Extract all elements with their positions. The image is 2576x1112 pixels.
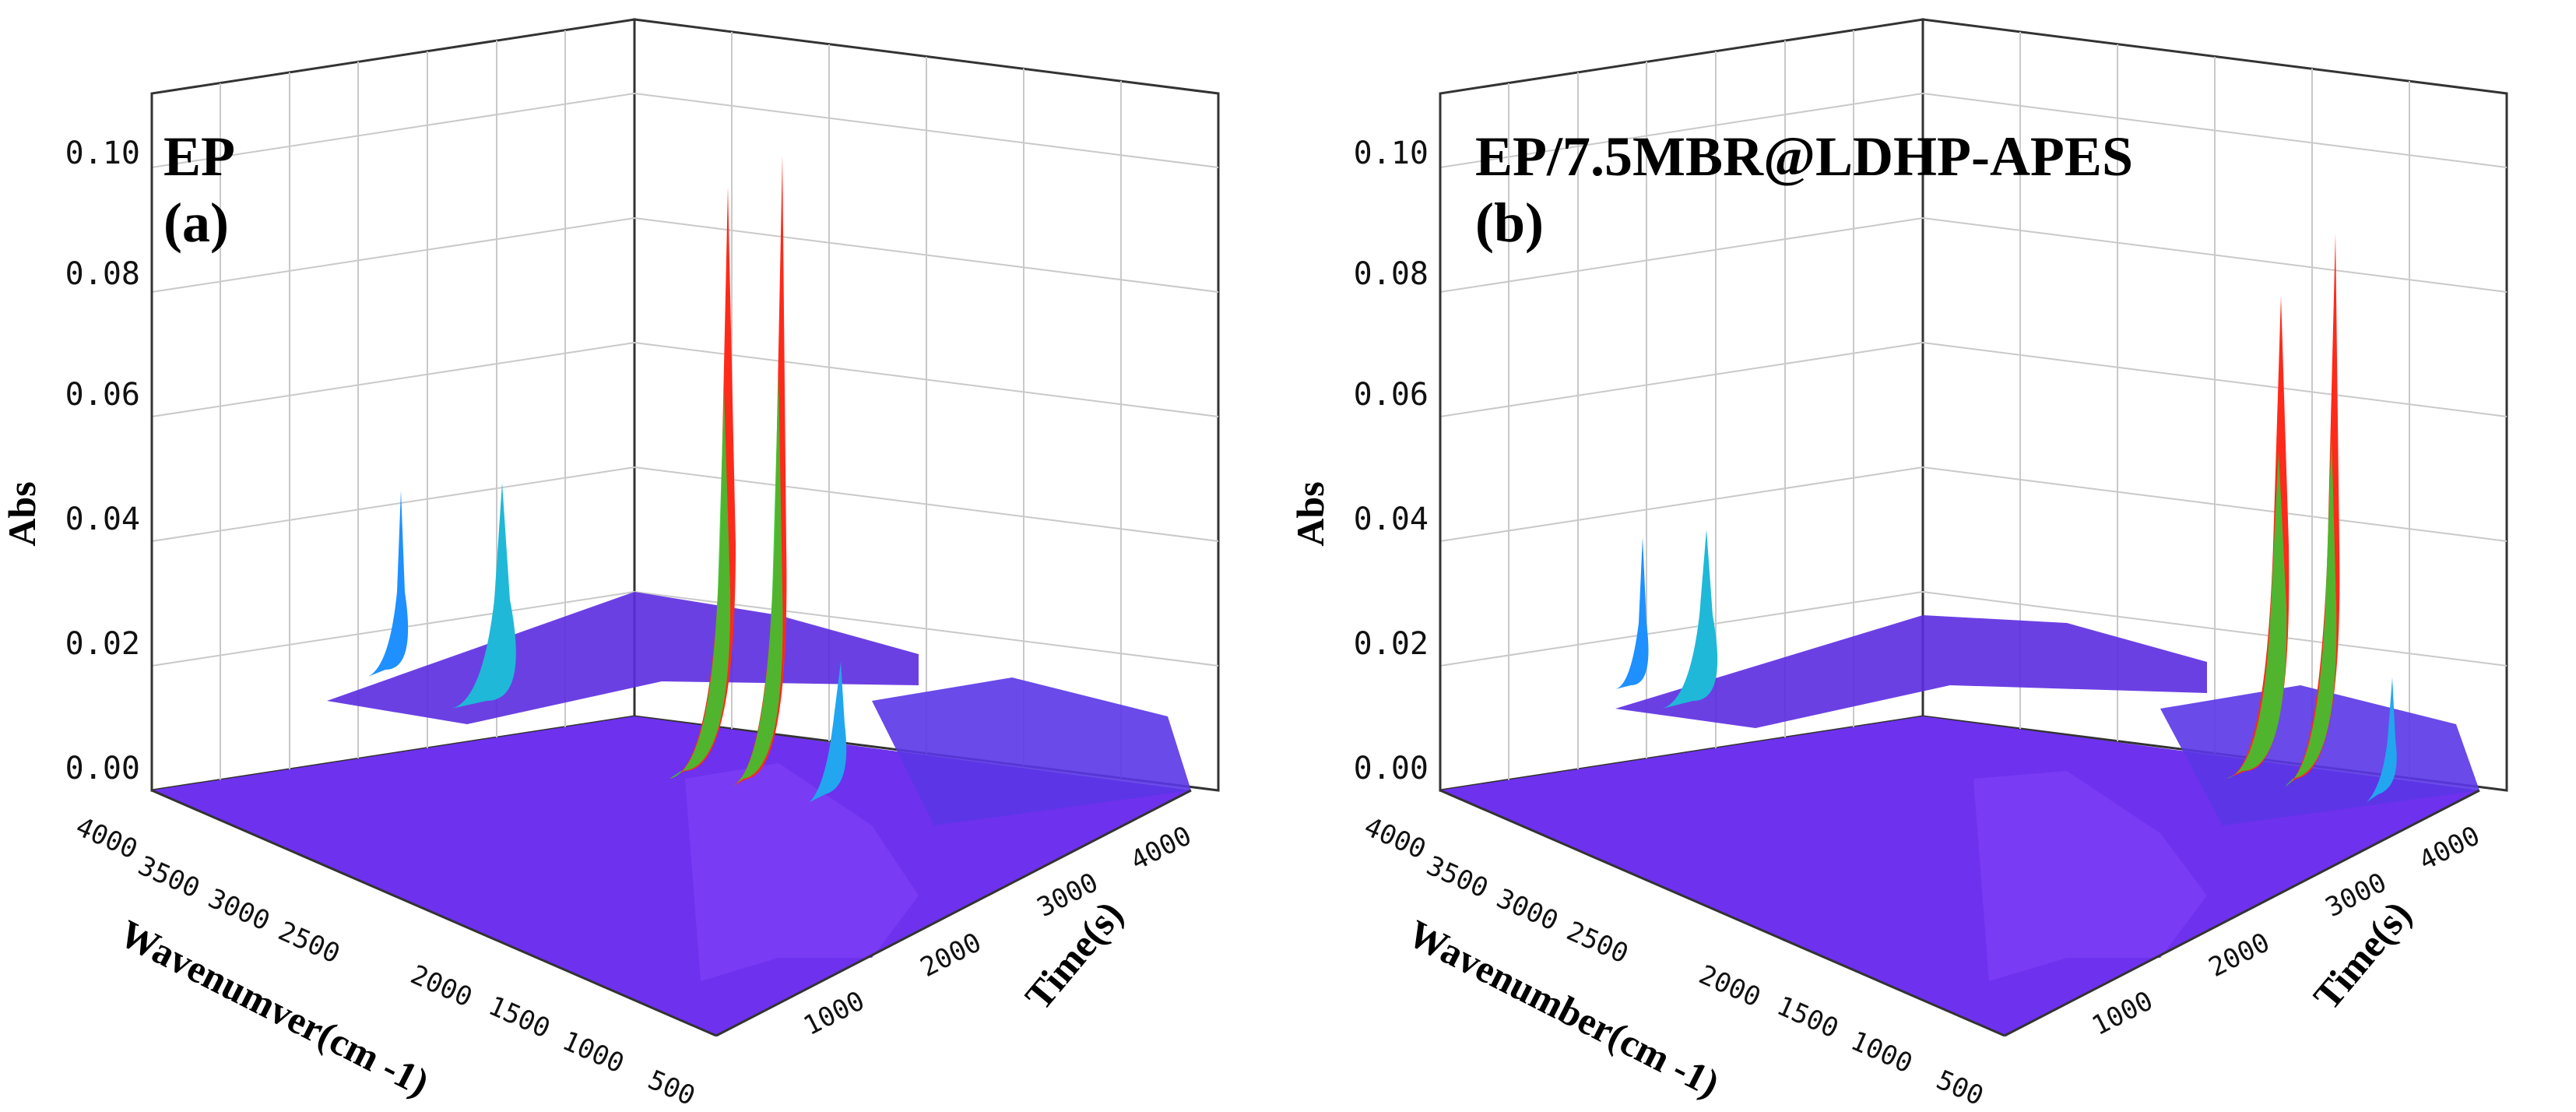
chart-b-svg: 0.00 0.02 0.04 0.06 0.08 0.10 4000 3500 … xyxy=(1288,18,2508,1112)
chart-b-surface xyxy=(1440,615,2479,1036)
chart-a-svg: 0.00 0.02 0.04 0.06 0.08 0.10 4000 3500 … xyxy=(0,18,1220,1112)
chart-b-z-tick-3: 0.06 xyxy=(1354,377,1429,413)
chart-b-title: EP/7.5MBR@LDHP-APES xyxy=(1475,125,2133,188)
chart-panel-a: 0.00 0.02 0.04 0.06 0.08 0.10 4000 3500 … xyxy=(0,18,1220,1112)
chart-a-x-tick-3: 2500 xyxy=(273,916,344,970)
chart-b-x-tick-2: 3000 xyxy=(1492,883,1562,938)
chart-a-y-tick-0: 1000 xyxy=(799,985,870,1042)
chart-b-x-tick-7: 500 xyxy=(1931,1064,1987,1112)
chart-b-z-tick-5: 0.10 xyxy=(1354,135,1429,171)
chart-a-x-tick-1: 3500 xyxy=(133,850,204,905)
chart-a-peaks xyxy=(366,156,847,802)
chart-a-peak-1 xyxy=(366,491,409,677)
chart-a-z-tick-5: 0.10 xyxy=(65,135,140,171)
chart-b-z-tick-1: 0.02 xyxy=(1354,626,1429,662)
chart-a-y-tick-1: 2000 xyxy=(915,927,986,984)
chart-b-peak-1 xyxy=(1615,537,1649,689)
chart-b-peak-3-body xyxy=(2226,452,2287,779)
chart-b-x-tick-0: 4000 xyxy=(1359,811,1430,866)
chart-b-frame xyxy=(1439,93,2480,1037)
chart-a-y-tick-3: 4000 xyxy=(1126,820,1197,877)
chart-a-x-tick-0: 4000 xyxy=(71,811,142,866)
chart-a-title: EP xyxy=(163,125,235,188)
chart-b-z-ticks: 0.00 0.02 0.04 0.06 0.08 0.10 xyxy=(1354,135,1429,786)
chart-b-peak-4-body xyxy=(2285,436,2337,786)
chart-a-peak-5 xyxy=(810,662,847,802)
chart-b-z-tick-2: 0.04 xyxy=(1354,501,1429,537)
chart-a-x-tick-5: 1500 xyxy=(483,991,554,1045)
chart-b-walls xyxy=(1439,18,2508,792)
chart-a-x-tick-6: 1000 xyxy=(557,1026,628,1080)
chart-a-z-label: Abs xyxy=(0,481,44,546)
chart-a-z-tick-3: 0.06 xyxy=(65,377,140,413)
chart-b-x-tick-4: 2000 xyxy=(1694,959,1765,1014)
chart-b-y-tick-1: 2000 xyxy=(2204,927,2275,984)
chart-b-peak-5 xyxy=(2367,677,2397,802)
chart-b-back-ridge xyxy=(1615,615,2207,728)
chart-b-subtitle: (b) xyxy=(1475,192,1544,254)
chart-b-x-tick-1: 3500 xyxy=(1422,850,1492,905)
chart-b-noise-band xyxy=(1973,771,2207,981)
chart-a-z-tick-1: 0.02 xyxy=(65,626,140,662)
chart-a-late-ridge xyxy=(872,677,1191,825)
chart-a-x-tick-2: 3000 xyxy=(203,883,274,938)
chart-a-frame xyxy=(150,93,1192,1037)
chart-b-x-tick-5: 1500 xyxy=(1772,991,1843,1045)
chart-a-peak-3-body xyxy=(669,389,731,779)
chart-b-gridlines xyxy=(1439,30,2507,780)
chart-b-y-tick-3: 4000 xyxy=(2414,820,2485,877)
chart-a-z-ticks: 0.00 0.02 0.04 0.06 0.08 0.10 xyxy=(65,135,140,786)
chart-a-z-tick-0: 0.00 xyxy=(65,751,140,786)
chart-panel-b: 0.00 0.02 0.04 0.06 0.08 0.10 4000 3500 … xyxy=(1288,0,2576,1112)
chart-a-z-tick-4: 0.08 xyxy=(65,256,140,292)
chart-b-z-tick-0: 0.00 xyxy=(1354,751,1429,786)
chart-a-y-label: Time(s) xyxy=(1017,892,1132,1018)
chart-a-x-tick-4: 2000 xyxy=(406,959,476,1014)
chart-b-x-tick-3: 2500 xyxy=(1562,916,1632,970)
chart-b-peaks xyxy=(1615,234,2397,802)
chart-b-z-label: Abs xyxy=(1288,481,1332,546)
chart-b-peak-2 xyxy=(1662,530,1718,709)
chart-a-subtitle: (a) xyxy=(163,192,229,254)
chart-a-peak-4-body xyxy=(732,374,783,786)
chart-b-y-label: Time(s) xyxy=(2305,892,2420,1018)
chart-b-x-tick-6: 1000 xyxy=(1846,1026,1917,1080)
chart-a-peak-2 xyxy=(452,483,516,709)
chart-b-z-tick-4: 0.08 xyxy=(1354,256,1429,292)
chart-a-noise-band xyxy=(685,763,919,981)
chart-a-z-tick-2: 0.04 xyxy=(65,501,140,537)
chart-a-x-tick-7: 500 xyxy=(643,1064,699,1112)
chart-b-y-tick-0: 1000 xyxy=(2087,985,2158,1042)
chart-b-late-ridge xyxy=(2160,685,2479,825)
